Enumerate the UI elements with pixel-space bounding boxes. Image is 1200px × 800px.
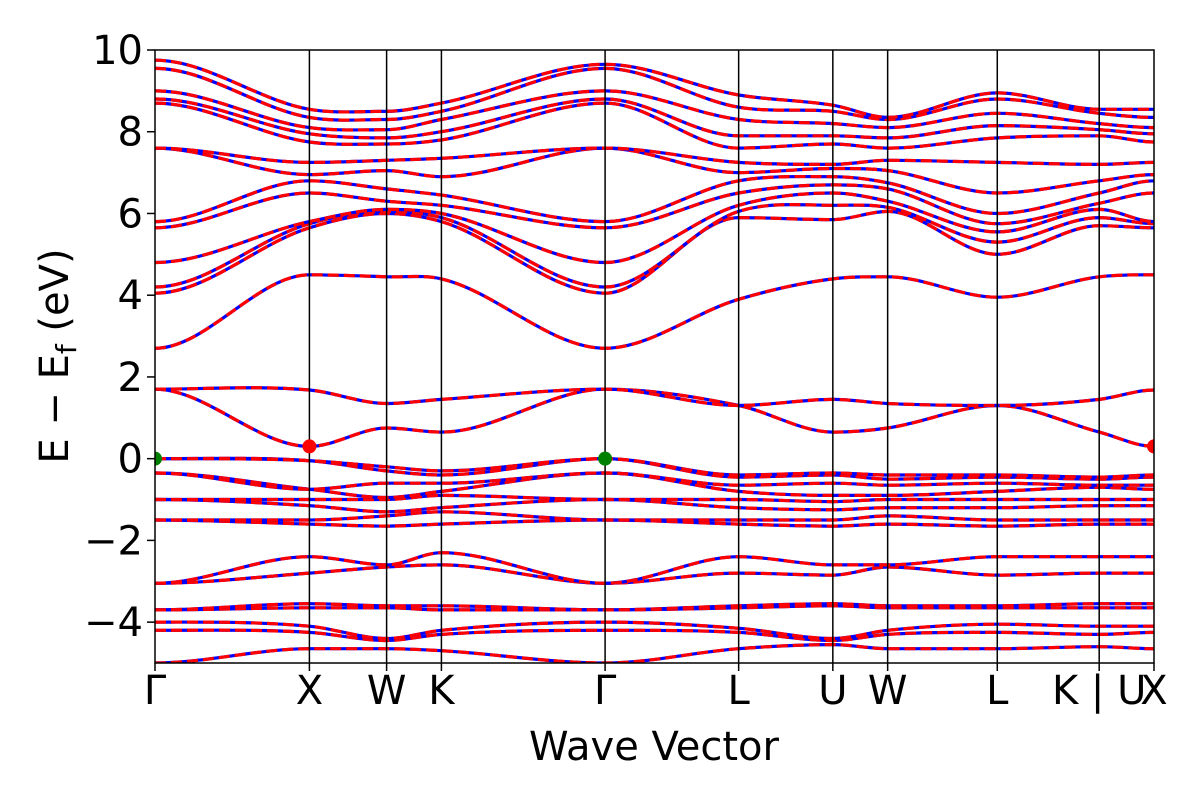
band-line-spin-down <box>155 387 1154 449</box>
band-line-spin-up <box>155 510 1154 522</box>
band-line-spin-up <box>155 191 1154 265</box>
y-tick-label: 10 <box>92 28 143 74</box>
band-line-spin-up <box>155 386 1154 408</box>
band-line-spin-up <box>155 471 1154 491</box>
bands-layer <box>155 58 1154 663</box>
band-line-spin-up <box>155 620 1154 641</box>
y-axis-ticks: −4 −2 0 2 4 6 8 10 <box>84 28 155 646</box>
y-axis-label-subscript: f <box>50 343 83 354</box>
cbm-marker <box>1147 439 1154 454</box>
band-line-spin-up <box>155 146 1154 195</box>
y-axis-label-unit: (eV) <box>32 248 78 344</box>
x-tick-label: K | U <box>1052 668 1146 714</box>
band-line-spin-up <box>155 66 1154 122</box>
band-line-spin-up <box>155 58 1154 120</box>
x-tick-label: X <box>296 668 323 714</box>
kpoint-lines <box>308 50 1100 663</box>
band-line-spin-up <box>155 563 1154 585</box>
x-tick-label: L <box>728 668 751 714</box>
cbm-marker <box>302 439 317 454</box>
x-tick-label: Γ <box>594 668 617 714</box>
band-extrema-markers <box>155 439 1154 466</box>
x-tick-label: U <box>818 668 847 714</box>
x-tick-label: X <box>1140 668 1167 714</box>
y-tick-label: −2 <box>84 518 143 564</box>
band-line-spin-up <box>155 456 1154 481</box>
band-line-spin-up <box>155 602 1154 612</box>
band-line-spin-up <box>155 642 1154 663</box>
x-tick-label: Γ <box>144 668 167 714</box>
band-line-spin-up <box>155 628 1154 643</box>
band-line-spin-up <box>155 551 1154 585</box>
vbm-marker <box>598 451 613 466</box>
band-line-spin-up <box>155 493 1154 504</box>
band-line-spin-up <box>155 273 1154 350</box>
band-line-spin-up <box>155 183 1154 230</box>
x-tick-label: W <box>367 668 407 714</box>
band-line-spin-up <box>155 604 1154 612</box>
y-tick-label: 0 <box>118 437 143 483</box>
x-tick-label: K <box>428 668 456 714</box>
x-tick-label: W <box>868 668 908 714</box>
band-line-spin-up <box>155 89 1154 132</box>
band-line-spin-up <box>155 497 1154 514</box>
band-line-spin-up <box>155 146 1154 167</box>
band-line-spin-up <box>155 387 1154 449</box>
y-tick-label: 8 <box>118 110 143 156</box>
band-line-spin-up <box>155 518 1154 528</box>
plot-frame <box>154 49 1155 664</box>
band-line-spin-up <box>155 97 1154 140</box>
y-axis-label-main: E − E <box>32 354 78 464</box>
band-line-spin-up <box>155 101 1154 150</box>
vbm-marker <box>155 451 162 466</box>
band-line-spin-up <box>155 457 1154 479</box>
x-tick-label: L <box>986 668 1009 714</box>
y-tick-label: −4 <box>84 600 143 646</box>
x-axis-label: Wave Vector <box>529 724 780 770</box>
y-tick-label: 2 <box>118 355 143 401</box>
y-tick-label: 6 <box>118 191 143 237</box>
band-line-spin-up <box>155 174 1154 224</box>
y-axis-label: E − Ef (eV) <box>32 248 83 463</box>
y-tick-label: 4 <box>118 273 143 319</box>
band-line-spin-up <box>155 471 1154 500</box>
